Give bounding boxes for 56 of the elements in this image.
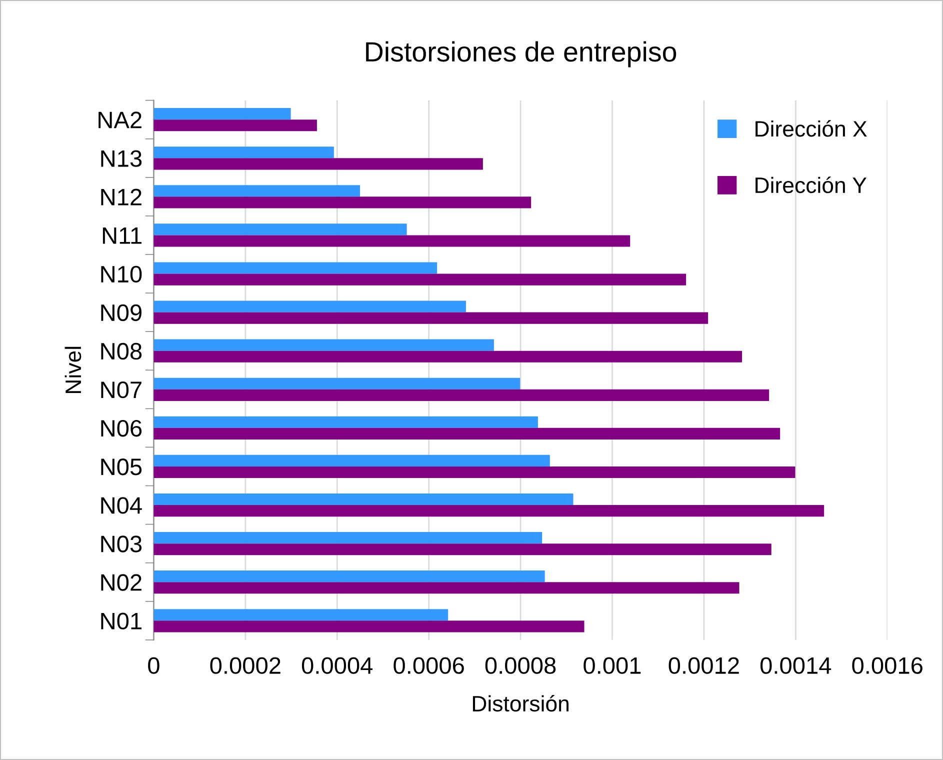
bar (154, 466, 796, 478)
bar (154, 389, 770, 401)
legend-label: Dirección X (756, 120, 867, 137)
bar (154, 416, 538, 428)
bar (154, 224, 407, 236)
bar (154, 339, 494, 351)
bar (154, 185, 360, 197)
x-tick-label: 0.001 (584, 657, 641, 674)
bar (154, 620, 584, 632)
x-tick-label: 0.0008 (485, 657, 556, 674)
y-tick-label: N09 (101, 304, 142, 322)
y-tick-label: N07 (101, 381, 142, 398)
bar (154, 146, 334, 158)
bar (154, 300, 466, 312)
bar (154, 609, 448, 621)
y-tick-label: N11 (102, 228, 142, 244)
y-tick-label: N06 (101, 420, 142, 437)
x-tick-label: 0.0004 (302, 657, 373, 674)
bar (154, 428, 780, 440)
x-tick-label: 0.0012 (668, 657, 739, 674)
y-tick-label: N12 (101, 188, 142, 206)
y-tick-label: N04 (101, 497, 142, 514)
y-tick-label: N08 (101, 342, 142, 360)
y-axis-title: Nivel (64, 346, 82, 393)
y-tick-label: NA2 (98, 112, 142, 128)
x-tick-label: 0.0002 (210, 657, 280, 674)
bar (154, 570, 545, 582)
bar (154, 350, 742, 362)
x-tick-label: 0.0006 (394, 657, 464, 674)
legend-label: Dirección Y (756, 176, 866, 194)
y-tick-label: N13 (101, 150, 142, 167)
bar (154, 108, 291, 120)
bar (154, 262, 438, 274)
x-axis-title: Distorsión (472, 695, 568, 712)
bar (154, 532, 542, 544)
chart-title: Distorsiones de entrepiso (366, 41, 676, 68)
x-tick-label: 0.0014 (760, 657, 832, 674)
bar (154, 158, 483, 170)
x-tick-label: 0 (148, 657, 160, 674)
y-tick-label: N05 (101, 458, 142, 476)
y-tick-label: N10 (101, 266, 142, 283)
bar (154, 454, 550, 466)
bar (154, 582, 740, 594)
bar (154, 493, 574, 506)
bar (154, 235, 630, 247)
y-tick-label: N02 (101, 574, 142, 591)
bar (154, 544, 772, 556)
y-tick-label: N03 (101, 536, 142, 552)
bar (154, 196, 532, 208)
x-tick-label: 0.0016 (852, 657, 922, 674)
bar (154, 274, 686, 286)
y-tick-label: N01 (101, 612, 142, 630)
bar (154, 120, 317, 132)
bar (154, 378, 520, 390)
bar (154, 505, 824, 517)
bar (154, 312, 708, 324)
